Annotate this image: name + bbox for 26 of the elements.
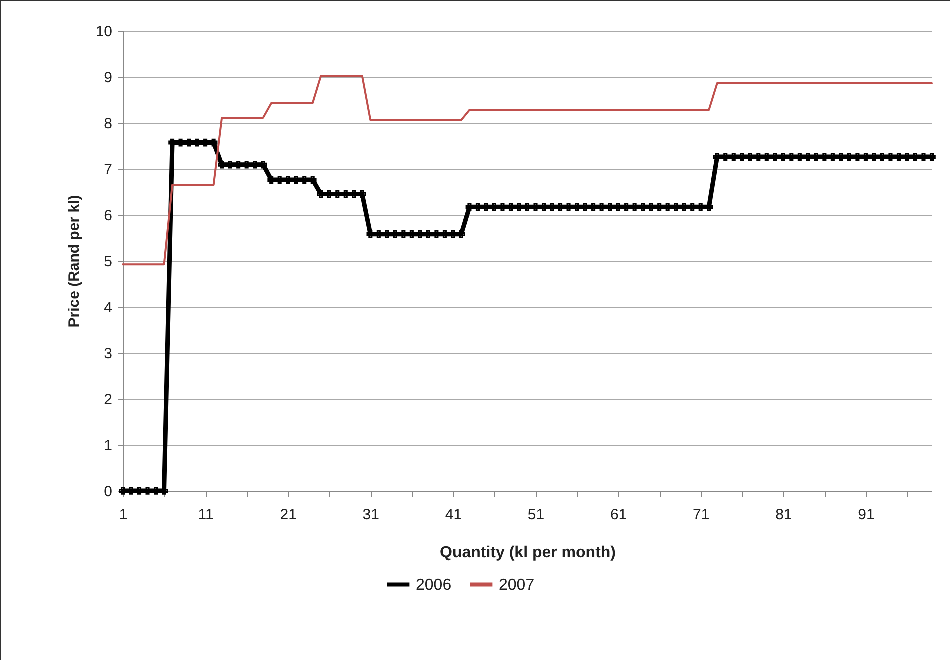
y-tick-label: 5 (104, 254, 112, 270)
x-tick-label: 91 (858, 506, 875, 524)
legend-label: 2006 (416, 576, 452, 594)
x-tick-label: 81 (776, 506, 792, 524)
x-tick-label: 41 (445, 506, 462, 524)
y-tick-label: 2 (104, 392, 112, 408)
y-tick-label: 6 (104, 208, 112, 224)
y-tick-label: 7 (104, 162, 112, 178)
x-tick-label: 51 (528, 506, 545, 524)
x-tick-label: 11 (198, 506, 214, 524)
x-axis-title: Quantity (kl per month) (440, 544, 616, 562)
y-axis-title: Price (Rand per kl) (66, 195, 83, 328)
y-tick-label: 9 (104, 70, 112, 86)
x-tick-label: 21 (280, 506, 297, 524)
legend-label: 2007 (499, 576, 535, 594)
line-series (122, 75, 933, 266)
x-tick-label: 71 (693, 506, 710, 524)
x-tick-label: 31 (362, 506, 380, 524)
x-tick-label: 61 (610, 506, 628, 524)
y-tick-label: 4 (104, 300, 112, 316)
y-tick-label: 10 (96, 24, 112, 40)
x-tick-label: 1 (119, 506, 128, 524)
y-tick-label: 3 (104, 346, 112, 362)
y-tick-label: 0 (104, 484, 112, 500)
y-tick-label: 1 (104, 438, 112, 454)
y-tick-label: 8 (104, 116, 112, 132)
